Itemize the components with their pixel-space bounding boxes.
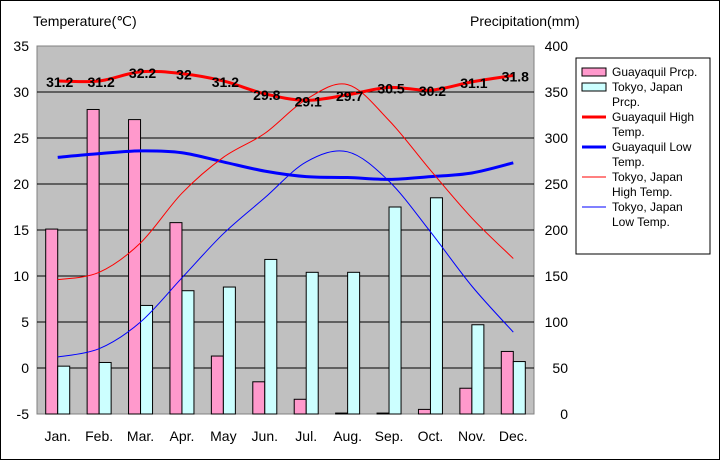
x-tick-label: Mar. xyxy=(127,428,154,444)
data-label: 31.2 xyxy=(88,74,115,90)
left-tick-label: 30 xyxy=(13,84,29,100)
bar-tokyo-6 xyxy=(305,271,319,415)
left-axis-title: Temperature(℃) xyxy=(33,13,137,29)
data-label: 31.2 xyxy=(212,74,239,90)
bar-tokyo-2 xyxy=(140,304,154,415)
x-tick-label: Nov. xyxy=(458,428,486,444)
x-axis-ticks: Jan. Feb. Mar. Apr. May Jun. Jul. Aug. Sep. Oct. N… xyxy=(44,428,527,444)
left-tick-label: 10 xyxy=(13,268,29,284)
x-tick-label: Aug. xyxy=(333,428,362,444)
bar-tokyo-3 xyxy=(181,290,195,415)
grid-lines xyxy=(37,91,534,369)
data-label: 32.2 xyxy=(129,65,156,81)
bar-tokyo-9 xyxy=(429,197,443,415)
bar-tokyo-10 xyxy=(471,324,485,415)
data-label: 31.2 xyxy=(46,74,73,90)
x-tick-label: Jun. xyxy=(252,428,278,444)
guayaquil-high-line xyxy=(57,69,514,102)
data-label: 29.8 xyxy=(253,87,280,103)
data-label: 31.8 xyxy=(502,68,529,84)
bar-guayaquil-9 xyxy=(417,408,431,415)
right-tick-label: 250 xyxy=(545,176,569,192)
legend-entry: Tokyo, Japan Low Temp. xyxy=(612,200,683,229)
bar-tokyo-4 xyxy=(222,286,236,415)
x-tick-label: May xyxy=(210,428,236,444)
left-tick-label: 15 xyxy=(13,222,29,238)
temperature-lines xyxy=(57,69,514,358)
right-tick-label: 200 xyxy=(545,222,569,238)
right-tick-label: 350 xyxy=(545,84,569,100)
bar-guayaquil-5 xyxy=(252,381,266,415)
x-tick-label: Dec. xyxy=(499,428,528,444)
right-tick-label: 0 xyxy=(560,406,568,422)
bar-guayaquil-3 xyxy=(169,222,183,415)
left-tick-label: 35 xyxy=(13,38,29,54)
bar-guayaquil-2 xyxy=(128,119,142,415)
right-tick-label: 50 xyxy=(552,360,568,376)
legend-entry: Guayaquil High Temp. xyxy=(612,110,694,139)
bar-tokyo-7 xyxy=(347,271,361,415)
bar-guayaquil-10 xyxy=(459,387,473,415)
legend-entry: Tokyo, Japan High Temp. xyxy=(612,170,683,199)
bar-guayaquil-4 xyxy=(210,355,224,415)
bar-tokyo-1 xyxy=(98,361,112,415)
right-tick-label: 100 xyxy=(545,314,569,330)
bar-guayaquil-7 xyxy=(335,412,349,415)
x-tick-label: Jul. xyxy=(295,428,317,444)
data-label: 30.2 xyxy=(419,83,446,99)
bar-guayaquil-6 xyxy=(293,398,307,415)
legend-swatch xyxy=(581,82,607,92)
tokyo-low-line xyxy=(57,150,514,358)
left-tick-label: 25 xyxy=(13,130,29,146)
legend-entry: Guayaquil Prcp. xyxy=(612,65,697,79)
data-label: 30.5 xyxy=(377,80,404,96)
right-tick-label: 400 xyxy=(545,38,569,54)
left-tick-label: 5 xyxy=(21,314,29,330)
legend-entry: Tokyo, Japan Prcp. xyxy=(612,80,683,109)
bar-guayaquil-8 xyxy=(376,412,390,415)
right-axis-ticks: 0 50 100 150 200 250 300 350 400 xyxy=(545,38,569,422)
bar-tokyo-5 xyxy=(264,258,278,415)
left-tick-label: 20 xyxy=(13,176,29,192)
bar-tokyo-11 xyxy=(512,361,526,415)
bar-tokyo-0 xyxy=(57,365,71,415)
data-label: 32 xyxy=(176,67,192,83)
legend: Guayaquil Prcp.Tokyo, Japan Prcp.Guayaqui… xyxy=(575,57,711,255)
right-axis-title: Precipitation(mm) xyxy=(470,13,580,29)
data-label: 29.7 xyxy=(336,88,363,104)
guayaquil-low-line xyxy=(57,149,514,181)
x-tick-label: Oct. xyxy=(418,428,444,444)
bar-guayaquil-11 xyxy=(500,350,514,415)
data-label: 29.1 xyxy=(295,93,322,109)
data-label: 31.1 xyxy=(460,75,487,91)
tokyo-high-line xyxy=(57,83,514,281)
left-axis-ticks: -5 0 5 10 15 20 25 30 35 xyxy=(13,38,29,422)
x-tick-label: Feb. xyxy=(85,428,113,444)
right-tick-label: 150 xyxy=(545,268,569,284)
left-tick-label: 0 xyxy=(21,360,29,376)
left-tick-label: -5 xyxy=(17,406,30,422)
bar-tokyo-8 xyxy=(388,206,402,415)
data-labels: 31.2 31.2 32.2 32 31.2 29.8 29.1 29.7 30.5 30.2 31… xyxy=(46,65,529,110)
x-tick-label: Sep. xyxy=(375,428,404,444)
x-tick-label: Apr. xyxy=(170,428,195,444)
bar-guayaquil-0 xyxy=(45,228,59,415)
legend-swatch xyxy=(581,67,607,77)
bar-guayaquil-1 xyxy=(86,108,100,415)
legend-entry: Guayaquil Low Temp. xyxy=(612,140,692,169)
precipitation-bars xyxy=(45,108,526,415)
right-tick-label: 300 xyxy=(545,130,569,146)
x-tick-label: Jan. xyxy=(44,428,70,444)
